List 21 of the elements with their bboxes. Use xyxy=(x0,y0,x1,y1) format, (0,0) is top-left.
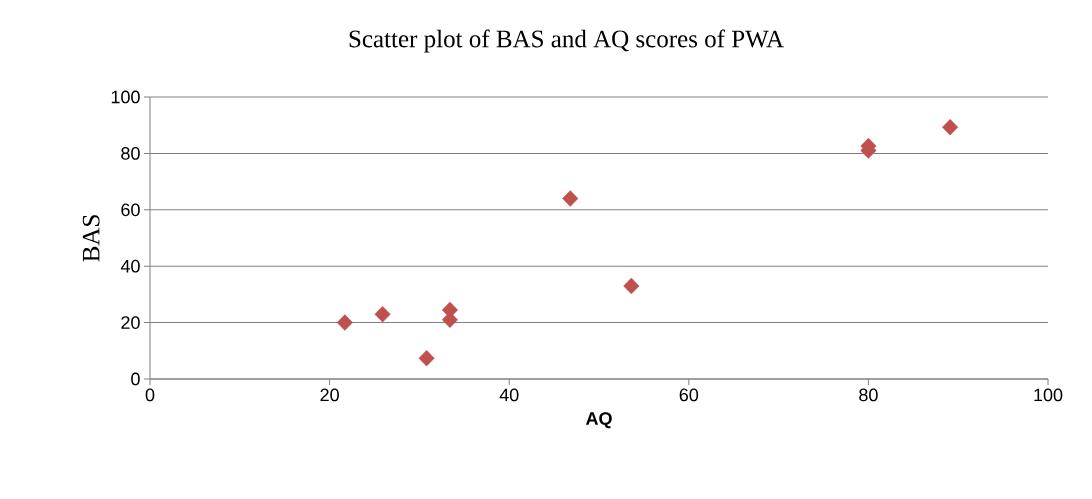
x-tick-label: 40 xyxy=(499,388,519,402)
x-tick-label: 60 xyxy=(679,388,699,402)
chart-title: Scatter plot of BAS and AQ scores of PWA xyxy=(349,29,784,53)
y-tick-label: 100 xyxy=(111,90,140,104)
x-tick-label: 100 xyxy=(1034,388,1063,402)
y-axis-title: BAS xyxy=(82,215,100,262)
point xyxy=(418,349,435,367)
y-tick-label: 40 xyxy=(120,259,140,273)
point xyxy=(374,305,391,323)
point xyxy=(336,314,353,331)
y-tick-label: 0 xyxy=(131,372,140,386)
x-tick-label: 20 xyxy=(320,388,339,402)
y-tick-label: 80 xyxy=(121,147,140,160)
y-tick-label: 20 xyxy=(121,316,140,329)
x-axis-title: AQ xyxy=(585,412,612,429)
x-tick-label: 80 xyxy=(859,388,878,402)
x-tick-label: 0 xyxy=(145,388,155,402)
point xyxy=(942,118,959,136)
point xyxy=(562,190,579,207)
point xyxy=(623,277,640,295)
y-tick-label: 60 xyxy=(121,203,140,217)
